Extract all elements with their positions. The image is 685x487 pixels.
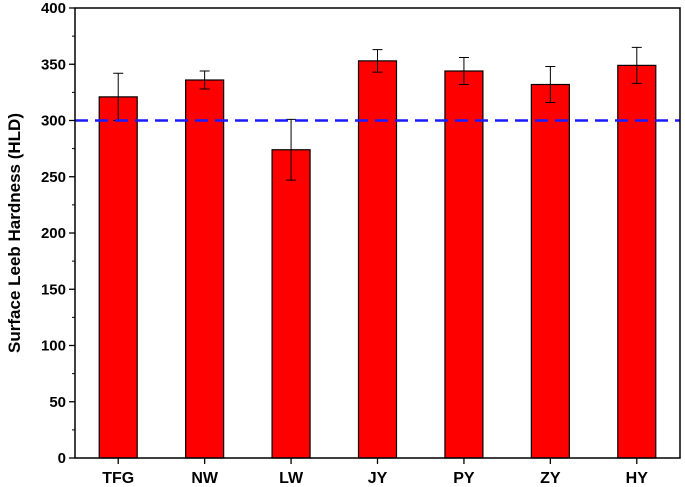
bars xyxy=(98,60,657,459)
y-tick-label: 300 xyxy=(41,113,66,130)
x-tick-label: TFG xyxy=(102,470,134,487)
x-tick-label: NW xyxy=(191,470,219,487)
bar-hy xyxy=(617,64,657,459)
y-axis-ticks: 0 50 100 150 200 250 300 350 400 xyxy=(41,0,75,467)
y-tick-label: 50 xyxy=(49,394,66,411)
x-tick-label: LW xyxy=(279,470,304,487)
bar-zy xyxy=(530,83,570,459)
x-tick-label: JY xyxy=(368,470,388,487)
bar-nw xyxy=(185,79,225,459)
y-axis-title: Surface Leeb Hardness (HLD) xyxy=(5,113,24,353)
y-tick-label: 250 xyxy=(41,169,66,186)
x-tick-label: HY xyxy=(626,470,649,487)
bar-tfg xyxy=(98,96,138,459)
plot-frame xyxy=(74,7,681,459)
y-tick-label: 0 xyxy=(58,450,66,467)
bar-py xyxy=(444,70,484,459)
error-bars xyxy=(113,46,642,181)
x-tick-label: ZY xyxy=(540,470,561,487)
y-tick-label: 350 xyxy=(41,56,66,73)
x-axis-ticks: TFG NW LW JY PY ZY HY xyxy=(102,458,648,487)
y-tick-label: 100 xyxy=(41,338,66,355)
y-tick-label: 400 xyxy=(41,0,66,17)
y-tick-label: 200 xyxy=(41,225,66,242)
y-tick-label: 150 xyxy=(41,281,66,298)
x-tick-label: PY xyxy=(453,470,475,487)
bar-lw xyxy=(271,149,311,459)
